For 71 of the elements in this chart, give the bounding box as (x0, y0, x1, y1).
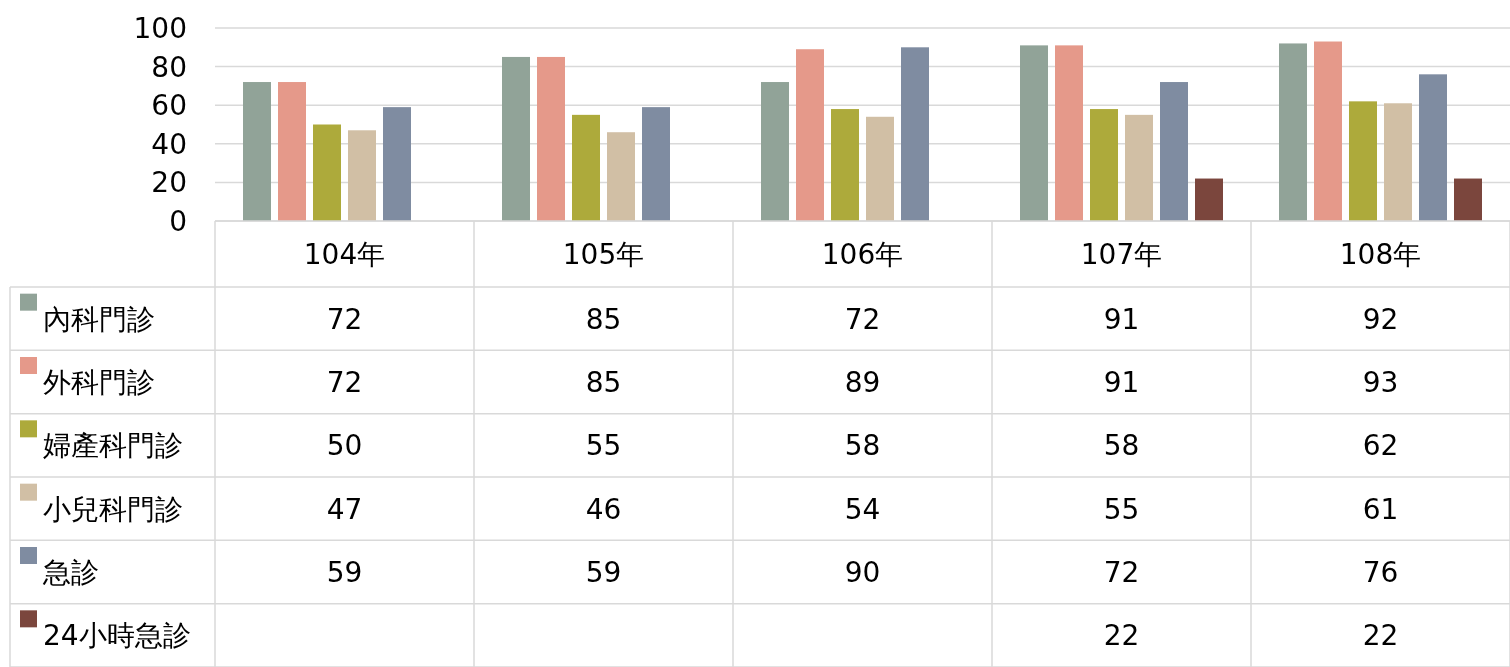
legend-label: 急診 (42, 556, 99, 589)
data-label: 90 (844, 556, 881, 589)
bar (866, 116, 894, 221)
bar (1349, 101, 1377, 221)
bar (537, 56, 565, 221)
bar (1160, 82, 1188, 221)
data-label: 61 (1362, 492, 1399, 526)
y-tick-label: 100 (133, 12, 187, 45)
y-tick-label: 20 (151, 166, 187, 200)
data-label: 91 (1103, 366, 1140, 399)
data-label: 55 (1103, 492, 1140, 526)
bar (831, 109, 859, 221)
y-tick-label: 60 (151, 89, 187, 123)
bar (1055, 45, 1083, 221)
data-label: 72 (326, 366, 363, 399)
bar (1419, 74, 1447, 221)
data-label: 85 (585, 302, 622, 336)
y-tick-label: 40 (151, 127, 187, 161)
data-label: 93 (1362, 366, 1399, 399)
bar (1384, 103, 1412, 221)
bar (348, 130, 376, 221)
x-tick-label: 105年 (562, 238, 645, 271)
data-label: 55 (585, 429, 622, 463)
data-label: 72 (1103, 556, 1140, 589)
data-label: 72 (844, 302, 881, 336)
bar (1195, 178, 1223, 221)
bar (1020, 45, 1048, 221)
bar (607, 132, 635, 221)
bar (796, 49, 824, 221)
bar (901, 47, 929, 221)
bar (278, 82, 306, 221)
data-label: 85 (585, 366, 622, 399)
data-label: 72 (326, 302, 363, 336)
legend-label: 外科門診 (43, 366, 155, 399)
legend-label: 小兒科門診 (43, 492, 183, 526)
bar (1279, 43, 1307, 221)
data-label: 91 (1103, 302, 1140, 336)
data-label: 22 (1103, 619, 1140, 653)
data-label: 59 (585, 556, 622, 589)
data-label: 62 (1362, 429, 1399, 463)
data-label: 59 (326, 556, 363, 589)
legend-label: 內科門診 (43, 302, 155, 336)
x-tick-label: 108年 (1339, 238, 1422, 271)
bar (313, 124, 341, 221)
bar (502, 56, 530, 221)
y-tick-label: 80 (151, 50, 187, 84)
bar (1090, 109, 1118, 221)
bar (383, 107, 411, 221)
data-label: 76 (1362, 556, 1399, 589)
x-tick-label: 104年 (303, 238, 386, 271)
data-label: 92 (1362, 302, 1399, 336)
bar (572, 114, 600, 221)
data-label: 22 (1362, 619, 1399, 653)
bar (243, 82, 271, 221)
x-tick-label: 106年 (821, 238, 904, 271)
legend-label: 24小時急診 (43, 619, 191, 653)
data-label: 58 (844, 429, 881, 463)
data-label: 54 (844, 492, 881, 526)
x-tick-label: 107年 (1080, 238, 1163, 271)
data-label: 50 (326, 429, 363, 463)
bar (1314, 41, 1342, 221)
data-label: 47 (326, 492, 363, 526)
y-tick-label: 0 (169, 205, 187, 238)
data-label: 58 (1103, 429, 1140, 463)
bar (642, 107, 670, 221)
legend-label: 婦產科門診 (43, 429, 183, 463)
bar (1125, 114, 1153, 221)
bar (1454, 178, 1482, 221)
data-label: 89 (844, 366, 881, 399)
bar (761, 82, 789, 221)
data-label: 46 (585, 492, 622, 526)
